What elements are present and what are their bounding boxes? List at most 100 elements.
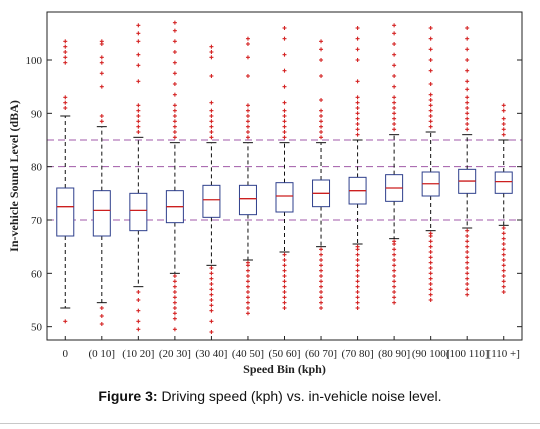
outlier-marker [209, 287, 214, 292]
outlier-marker [501, 268, 506, 273]
outlier-marker [465, 111, 470, 116]
outlier-marker [428, 98, 433, 102]
outlier-marker [319, 135, 324, 140]
outlier-marker [282, 108, 287, 113]
outlier-marker [501, 279, 506, 284]
outlier-marker [245, 135, 250, 140]
outlier-marker [319, 295, 324, 300]
outlier-marker [282, 263, 287, 268]
outlier-marker [63, 50, 68, 54]
outlier-marker [136, 290, 141, 294]
outlier-marker [172, 114, 177, 118]
outlier-marker [355, 26, 360, 30]
y-tick-label: 50 [31, 322, 43, 334]
x-tick-label: (90 100] [412, 348, 450, 360]
outlier-marker [501, 247, 506, 252]
outlier-marker [428, 298, 433, 302]
x-tick-label: (80 90] [378, 348, 410, 360]
outlier-marker [465, 122, 470, 126]
outlier-marker [209, 55, 214, 60]
outlier-marker [428, 271, 433, 276]
outlier-marker [136, 31, 141, 36]
outlier-marker [172, 279, 177, 284]
outlier-marker [392, 295, 397, 300]
outlier-marker [63, 55, 68, 60]
box-group [165, 142, 184, 274]
outlier-marker [63, 95, 68, 100]
outlier-marker [282, 290, 287, 294]
outlier-marker [355, 295, 360, 300]
outlier-marker [172, 92, 177, 97]
outlier-marker [319, 114, 324, 118]
outlier-marker [428, 124, 433, 129]
outlier-marker [428, 255, 433, 260]
x-tick-label: (50 60] [268, 348, 300, 360]
outlier-marker [209, 330, 214, 334]
outlier-marker [172, 108, 177, 113]
box-group [348, 139, 367, 245]
outlier-marker [63, 44, 68, 49]
outlier-marker [209, 271, 214, 276]
outlier-marker [428, 82, 433, 86]
box-group [312, 142, 331, 248]
outlier-marker [392, 100, 397, 105]
outlier-marker [172, 306, 177, 310]
outlier-marker [465, 26, 470, 30]
figure-caption-text: Driving speed (kph) vs. in-vehicle noise… [161, 388, 442, 404]
outlier-marker [245, 114, 250, 118]
outlier-marker [355, 116, 360, 121]
outlier-marker [63, 100, 68, 105]
outlier-marker [99, 39, 104, 44]
outlier-marker [501, 127, 506, 132]
outlier-marker [465, 239, 470, 244]
outlier-marker [428, 26, 433, 30]
outlier-marker [172, 28, 177, 33]
outlier-marker [319, 258, 324, 262]
outlier-marker [501, 108, 506, 113]
outlier-marker [172, 311, 177, 316]
outlier-marker [392, 279, 397, 284]
outlier-marker [172, 20, 177, 25]
x-tick-label: (70 80] [342, 348, 374, 360]
outlier-marker [172, 274, 177, 278]
outlier-marker [392, 252, 397, 257]
outlier-marker [465, 234, 470, 238]
outlier-marker [465, 282, 470, 286]
outlier-marker [282, 306, 287, 310]
outlier-marker [282, 252, 287, 257]
outlier-marker [355, 268, 360, 273]
outlier-marker [282, 258, 287, 262]
outlier-marker [428, 276, 433, 281]
outlier-marker [245, 124, 250, 129]
outlier-marker [245, 284, 250, 289]
x-tick-label: (20 30] [159, 348, 191, 360]
outlier-marker [465, 266, 470, 270]
x-tick-label: (10 20] [122, 348, 154, 360]
outlier-marker [209, 50, 214, 54]
outlier-marker [136, 39, 141, 44]
outlier-marker [245, 74, 250, 78]
outlier-marker [99, 314, 104, 318]
outlier-marker [172, 290, 177, 294]
outlier-marker [392, 52, 397, 57]
outlier-marker [136, 308, 141, 313]
outlier-marker [392, 84, 397, 89]
outlier-marker [136, 108, 141, 113]
outlier-marker [501, 226, 506, 230]
outlier-marker [282, 100, 287, 105]
outlier-marker [63, 106, 68, 110]
outlier-marker [319, 58, 324, 62]
outlier-marker [392, 127, 397, 132]
bottom-rule [0, 423, 540, 424]
outlier-marker [282, 119, 287, 124]
y-axis-label: In-vehicle Sound Level (dBA) [7, 100, 21, 252]
outlier-marker [209, 100, 214, 105]
outlier-marker [99, 55, 104, 60]
outlier-marker [209, 44, 214, 49]
outlier-marker [209, 130, 214, 134]
outlier-marker [465, 260, 470, 265]
outlier-marker [172, 327, 177, 332]
outlier-marker [319, 279, 324, 284]
outlier-marker [319, 274, 324, 278]
outlier-marker [428, 231, 433, 236]
